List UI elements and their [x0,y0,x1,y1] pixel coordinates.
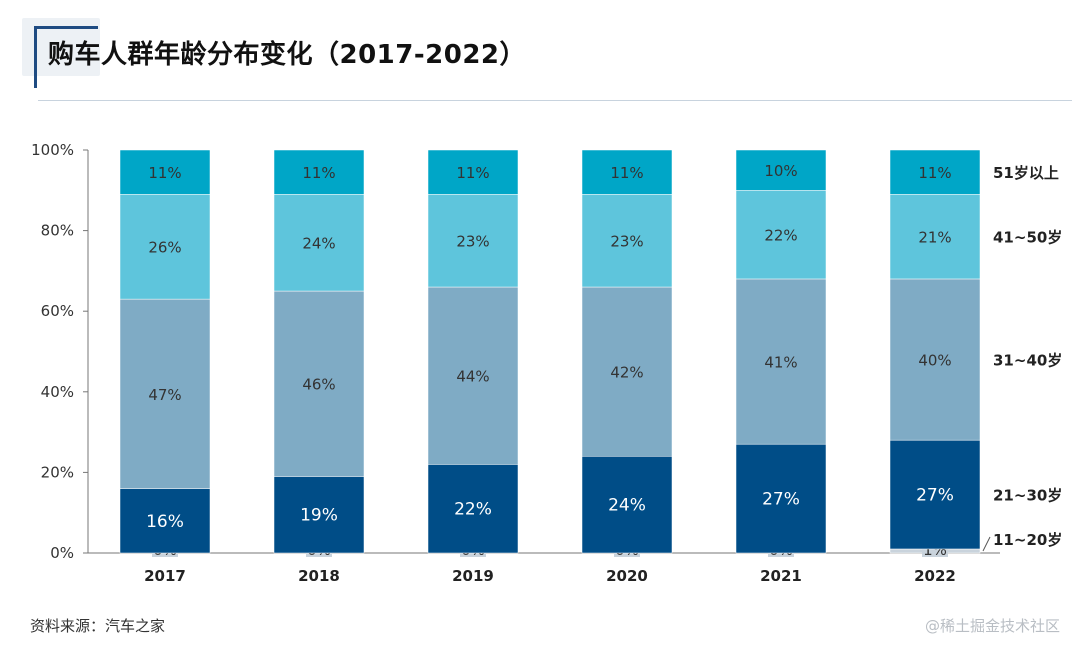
y-tick-label: 20% [41,463,74,481]
bar-segment [889,439,981,550]
bar-label: 22% [764,227,797,245]
bar-label: 21% [918,229,951,247]
bar-label: 22% [454,500,492,520]
legend-label: 41~50岁 [993,229,1062,247]
x-category-label: 2022 [914,567,956,585]
bar-segment [119,194,211,300]
bar-label: 24% [302,235,335,253]
bar-segment [735,443,827,554]
bar-label: 42% [610,364,643,382]
bar-segment [581,149,673,195]
bar-segment [581,194,673,288]
bar-label: 40% [918,352,951,370]
bar-segment [273,194,365,292]
legend-label: 31~40岁 [993,352,1062,370]
bar-label: 23% [456,233,489,251]
bar-segment [273,290,365,477]
bar-label: 46% [302,376,335,394]
x-category-label: 2017 [144,567,186,585]
y-tick-label: 60% [41,302,74,320]
bar-label: 44% [456,368,489,386]
x-category-label: 2019 [452,567,494,585]
bar-label: 16% [146,512,184,532]
bar-segment [735,190,827,280]
bar-segment [427,286,519,465]
bar-label: 27% [916,486,954,506]
bar-segment [581,286,673,457]
bar-label: 11% [610,164,643,182]
bar-segment [427,149,519,195]
y-tick-label: 100% [31,141,74,159]
bar-segment [273,149,365,195]
title-accent-bar-top [34,26,98,29]
bar-segment [119,149,211,195]
watermark: @稀土掘金技术社区 [924,617,1060,635]
bar-segment [273,476,365,554]
bar-segment [889,149,981,195]
bar-segment [889,194,981,280]
bar-segment [735,278,827,445]
y-tick-label: 80% [41,222,74,240]
x-category-label: 2021 [760,567,802,585]
bar-segment [889,278,981,441]
bar-label: 11% [302,164,335,182]
bar-segment [427,194,519,288]
bar-label: 11% [456,164,489,182]
bar-label: 19% [300,506,338,526]
x-category-label: 2018 [298,567,340,585]
page-title: 购车人群年龄分布变化（2017-2022） [48,40,527,70]
bar-segment [735,149,827,191]
bar-label: 47% [148,386,181,404]
bar-label: 11% [918,164,951,182]
bar-segment [119,488,211,554]
legend-label: 51岁以上 [993,164,1059,182]
bar-segment [427,464,519,554]
title-accent-bar [34,26,37,88]
legend-leader-line [982,536,991,552]
source-note: 资料来源：汽车之家 [30,617,166,635]
x-category-label: 2020 [606,567,648,585]
y-tick-label: 0% [50,544,74,562]
title-divider [38,100,1072,101]
bar-label: 26% [148,239,181,257]
legend-label: 21~30岁 [993,487,1062,505]
bar-label: 41% [764,354,797,372]
y-tick-label: 40% [41,383,74,401]
bar-label: 27% [762,490,800,510]
bar-segment [581,456,673,554]
bar-label: 11% [148,164,181,182]
bar-label: 10% [764,162,797,180]
bar-segment [119,298,211,489]
bar-label: 23% [610,233,643,251]
bar-label: 24% [608,496,646,516]
legend-label: 11~20岁 [993,531,1062,549]
